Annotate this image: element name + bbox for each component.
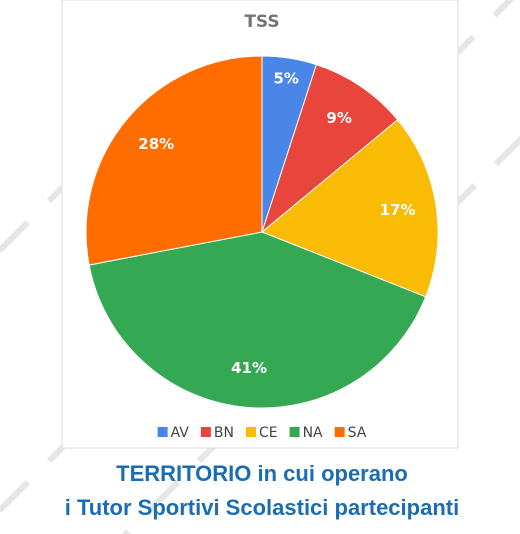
legend-swatch	[334, 427, 345, 437]
legend-label: CE	[259, 425, 278, 441]
legend-swatch	[157, 427, 168, 437]
chart-title: TSS	[244, 12, 279, 32]
value-label: 28%	[138, 135, 174, 153]
value-label: 9%	[326, 109, 351, 127]
pie-slice	[85, 55, 263, 266]
caption: TERRITORIO in cui operano	[116, 461, 408, 486]
legend-swatch	[289, 427, 300, 437]
pie-slice	[88, 231, 427, 409]
legend-label: BN	[214, 425, 234, 441]
legend-label: AV	[171, 425, 190, 441]
legend-label: NA	[303, 425, 323, 441]
legend-label: SA	[348, 425, 367, 441]
pie-slice	[261, 119, 439, 298]
pie-slice	[260, 63, 399, 234]
value-label: 41%	[231, 359, 267, 377]
value-label: 17%	[380, 201, 416, 219]
legend-swatch	[245, 427, 256, 437]
value-label: 5%	[273, 70, 298, 88]
caption: i Tutor Sportivi Scolastici partecipanti	[65, 495, 459, 520]
legend-swatch	[200, 427, 211, 437]
